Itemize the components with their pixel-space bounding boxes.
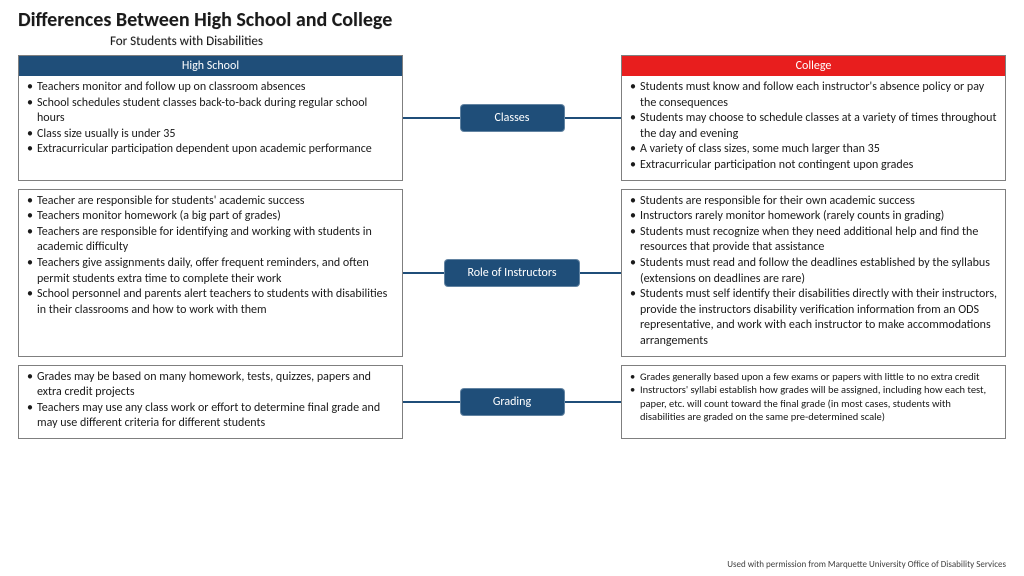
college-box: Students are responsible for their own a… (621, 189, 1006, 357)
category-badge: Role of Instructors (444, 259, 579, 287)
list-item: Instructors rarely monitor homework (rar… (630, 209, 997, 225)
list-item: School personnel and parents alert teach… (27, 287, 394, 318)
high-school-box: Teacher are responsible for students' ac… (18, 189, 403, 357)
list-item: Grades generally based upon a few exams … (630, 370, 997, 384)
list-item: Students must read and follow the deadli… (630, 256, 997, 287)
list-item: A variety of class sizes, some much larg… (630, 142, 997, 158)
category-connector: Grading (403, 365, 621, 439)
high-school-box: Grades may be based on many homework, te… (18, 365, 403, 439)
page-title: Differences Between High School and Coll… (0, 0, 1024, 34)
attribution-text: Used with permission from Marquette Univ… (727, 559, 1006, 570)
category-connector: Classes (403, 55, 621, 181)
list-item: Students may choose to schedule classes … (630, 111, 997, 142)
list-item: Students must recognize when they need a… (630, 225, 997, 256)
list-item: School schedules student classes back-to… (27, 96, 394, 127)
comparison-row: Grades may be based on many homework, te… (18, 365, 1006, 439)
list-item: Extracurricular participation not contin… (630, 158, 997, 174)
high-school-header: High School (19, 56, 402, 76)
high-school-box: High School Teachers monitor and follow u… (18, 55, 403, 181)
college-header: College (622, 56, 1005, 76)
list-item: Teachers may use any class work or effor… (27, 401, 394, 432)
category-badge: Classes (460, 104, 565, 132)
list-item: Students are responsible for their own a… (630, 194, 997, 210)
list-item: Class size usually is under 35 (27, 127, 394, 143)
list-item: Teachers monitor and follow up on classr… (27, 80, 394, 96)
category-connector: Role of Instructors (403, 189, 621, 357)
list-item: Grades may be based on many homework, te… (27, 370, 394, 401)
comparison-row: Teacher are responsible for students' ac… (18, 189, 1006, 357)
list-item: Teachers monitor homework (a big part of… (27, 209, 394, 225)
list-item: Teachers are responsible for identifying… (27, 225, 394, 256)
page-subtitle: For Students with Disabilities (0, 34, 1024, 55)
list-item: Extracurricular participation dependent … (27, 142, 394, 158)
category-badge: Grading (460, 388, 565, 416)
list-item: Teacher are responsible for students' ac… (27, 194, 394, 210)
list-item: Instructors' syllabi establish how grade… (630, 383, 997, 424)
list-item: Teachers give assignments daily, offer f… (27, 256, 394, 287)
college-box: College Students must know and follow eac… (621, 55, 1006, 181)
comparison-grid: High School Teachers monitor and follow u… (0, 55, 1024, 439)
college-box: Grades generally based upon a few exams … (621, 365, 1006, 439)
list-item: Students must self identify their disabi… (630, 287, 997, 349)
list-item: Students must know and follow each instr… (630, 80, 997, 111)
comparison-row: High School Teachers monitor and follow u… (18, 55, 1006, 181)
